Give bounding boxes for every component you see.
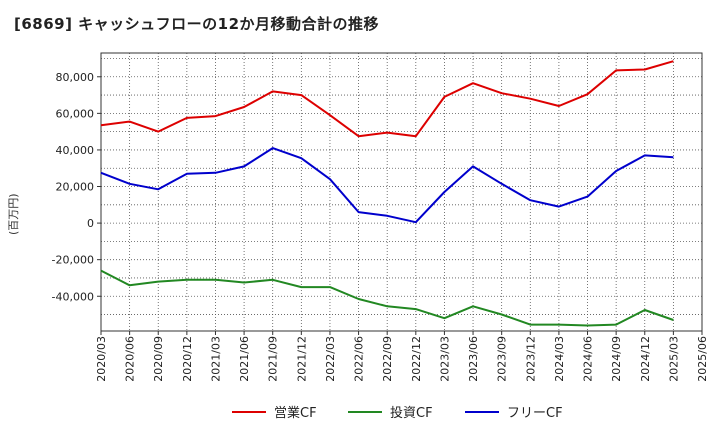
x-tick-label: 2023/12	[524, 336, 537, 382]
plot-area	[101, 53, 702, 331]
x-tick-label: 2023/09	[496, 336, 509, 382]
x-tick-label: 2023/03	[438, 336, 451, 382]
x-tick-label: 2020/03	[95, 336, 108, 382]
y-tick-label: 20,000	[56, 181, 95, 194]
y-tick-label: -40,000	[52, 290, 94, 303]
x-tick-label: 2021/09	[267, 336, 280, 382]
legend-label-3: フリーCF	[507, 406, 563, 421]
x-tick-label: 2022/12	[410, 336, 423, 382]
legend-label-1: 営業CF	[274, 405, 317, 421]
chart-title: [6869] キャッシュフローの12か月移動合計の推移	[14, 15, 380, 33]
x-tick-label: 2023/06	[467, 336, 480, 382]
x-tick-label: 2020/09	[152, 336, 165, 382]
x-tick-label: 2024/12	[639, 336, 652, 382]
x-tick-label: 2021/12	[295, 336, 308, 382]
x-tick-label: 2021/06	[238, 336, 251, 382]
series-line-1	[100, 60, 674, 138]
y-tick-label: -20,000	[52, 254, 94, 267]
y-tick-label: 60,000	[56, 107, 95, 120]
series-line-2	[100, 269, 674, 327]
x-tick-label: 2021/03	[209, 336, 222, 382]
x-tick-label: 2025/06	[696, 336, 709, 382]
x-tick-label: 2024/03	[553, 336, 566, 382]
x-tick-label: 2024/09	[610, 336, 623, 382]
y-tick-label: 80,000	[56, 71, 95, 84]
y-tick-label: 0	[87, 217, 94, 230]
legend-label-2: 投資CF	[390, 405, 433, 421]
plot-border	[100, 52, 703, 332]
x-tick-label: 2020/12	[181, 336, 194, 382]
x-tick-label: 2022/03	[324, 336, 337, 382]
x-tick-label: 2020/06	[124, 336, 137, 382]
x-tick-label: 2022/09	[381, 336, 394, 382]
series-line-3	[100, 147, 674, 224]
x-tick-label: 2024/06	[582, 336, 595, 382]
x-tick-label: 2022/06	[353, 336, 366, 382]
x-tick-label: 2025/03	[667, 336, 680, 382]
y-tick-label: 40,000	[56, 144, 95, 157]
